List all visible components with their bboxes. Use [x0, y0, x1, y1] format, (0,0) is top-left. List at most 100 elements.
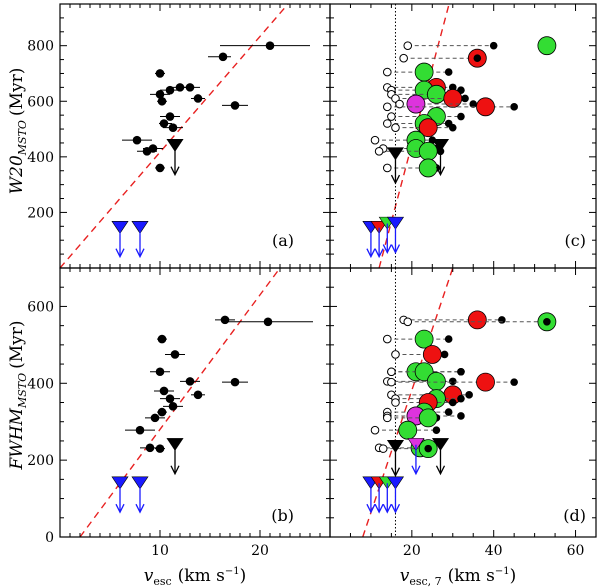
- panel-3-row-3-big-marker: [422, 345, 442, 364]
- panel-1-ytick-label-3: 600: [27, 299, 54, 315]
- panel-0-point-1: [155, 69, 165, 78]
- panel-2-row-0-open-point: [403, 41, 413, 50]
- panel-3-upper-limit-0-arrowhead: [390, 467, 401, 478]
- panel-2-row-15-open-point: [382, 163, 392, 173]
- panel-3-row-6-filled-point: [448, 377, 457, 386]
- y-label-bottom-unit: (Myr): [7, 320, 27, 368]
- y-label-bottom-main: FWHM: [7, 407, 27, 470]
- panel-label-b: (b): [271, 506, 294, 525]
- panel-3-upper-limit-1-arrowhead: [411, 465, 421, 476]
- panel-1-point-12: [150, 413, 160, 423]
- panel-3-row-5-filled-point: [457, 367, 465, 376]
- panel-0-reference-line: [60, 4, 289, 268]
- panel-3-row-1-filled-point-top: [543, 318, 551, 326]
- panel-3-row-1-open-point: [403, 317, 413, 327]
- panel-2-upper-limit-3-triangle: [370, 221, 388, 234]
- panel-3-row-7-open-point: [387, 377, 396, 387]
- panel-0-point-16: [155, 163, 165, 173]
- panel-2-row-7-big-marker: [406, 94, 426, 114]
- x-label-right-main: v: [400, 566, 410, 586]
- y-label-top-main: W20: [7, 155, 27, 194]
- panel-3-upper-limit-0-triangle: [386, 439, 405, 453]
- panel-2-row-7-filled-point: [469, 100, 478, 108]
- panel-2-row-1-filled-point-top: [473, 54, 482, 62]
- panel-2-row-1-open-point: [399, 53, 408, 63]
- panel-1-point-5: [185, 377, 195, 386]
- panel-2-row-15-big-marker: [418, 158, 438, 178]
- panel-3-row-11-filled-point: [444, 408, 453, 416]
- panel-2: [329, 3, 597, 269]
- panel-0-point-0: [265, 41, 275, 50]
- panel-1-ytick-label-1: 200: [27, 453, 54, 469]
- panel-3-upper-limit-5-arrowhead: [382, 503, 392, 514]
- panel-2-upper-limit-0-triangle: [386, 147, 405, 161]
- panel-2-row-8-big-marker: [476, 97, 495, 117]
- panel-2-upper-limit-5-triangle: [386, 216, 405, 230]
- panel-1-upper-limit-1-triangle: [111, 476, 129, 490]
- panel-3-row-9-filled-point: [457, 394, 465, 403]
- panel-0-upper-limit-1-triangle: [111, 221, 129, 234]
- panel-1-point-10: [168, 402, 178, 411]
- panel-0-point-8: [157, 96, 167, 106]
- panel-2-row-2-open-point: [382, 67, 392, 77]
- x-axis-label-right: vesc, 7 (km s−1): [400, 566, 517, 588]
- x-label-right-sub: esc, 7: [409, 575, 441, 588]
- panel-3-row-3-open-point: [391, 350, 400, 359]
- panel-0-point-9: [230, 101, 240, 110]
- panel-0-point-3: [218, 52, 228, 62]
- y-label-top-sub: MSTO: [16, 120, 29, 156]
- panel-3-row-0-big-marker: [467, 310, 487, 330]
- panel-3-row-14-open-point: [370, 425, 380, 435]
- panel-0-point-5: [185, 83, 195, 92]
- x-axis-label-left: vesc (km s−1): [144, 566, 247, 588]
- panel-1: 0 200 400 600 10 20: [27, 267, 331, 559]
- panel-3-row-10-filled-point: [448, 398, 457, 407]
- panel-1-upper-limit-0-arrowhead: [170, 465, 180, 476]
- panel-3-upper-limit-4-arrowhead: [374, 503, 384, 514]
- panel-0-plot-area: [60, 4, 310, 268]
- panel-3-row-5-open-point: [387, 367, 396, 377]
- x-label-right-exp: −1: [495, 566, 510, 577]
- panel-1-upper-limit-2-triangle: [131, 476, 149, 490]
- panel-2-row-9-open-point: [387, 112, 396, 121]
- panel-1-ytick-label-2: 400: [27, 376, 54, 392]
- panel-2-row-11-filled-point: [448, 123, 457, 132]
- panel-3-upper-limit-6-arrowhead: [390, 503, 401, 514]
- x-label-left-main: v: [144, 566, 154, 586]
- panel-2-row-14-open-point: [374, 146, 384, 156]
- panel-2-row-7-open-point: [395, 99, 404, 109]
- panel-1-xtick-label-1: 20: [251, 543, 269, 559]
- panel-2-row-11-open-point: [391, 123, 400, 132]
- panel-1-upper-limit-0-triangle: [166, 438, 184, 451]
- panel-2-upper-limit-3-arrowhead: [374, 248, 384, 259]
- panel-0-upper-limit-0-triangle: [166, 139, 184, 152]
- panel-0-point-6: [165, 85, 175, 95]
- panel-2-plot-area: [362, 4, 557, 268]
- panel-1-point-0: [220, 315, 230, 325]
- panel-2-upper-limit-5-arrowhead: [390, 244, 401, 254]
- panel-0-upper-limit-2-triangle: [131, 221, 149, 234]
- x-label-left-sub: esc: [153, 575, 171, 588]
- panel-2-row-8-open-point: [382, 102, 392, 112]
- panel-0-ytick-label-2: 600: [27, 94, 54, 110]
- panel-1-point-6: [230, 377, 240, 387]
- panel-3-row-16-filled-point-top: [424, 444, 433, 453]
- panel-1-point-2: [157, 334, 167, 344]
- panel-3: 20 40 60: [329, 267, 597, 559]
- panel-2-upper-limit-0-arrowhead: [390, 174, 401, 185]
- panel-0-point-13: [132, 135, 142, 145]
- panel-1-ytick-label-0: 0: [45, 530, 54, 546]
- panel-2-row-14-big-marker: [418, 141, 438, 161]
- panel-3-row-3-filled-point: [440, 350, 449, 359]
- panel-0: 200 400 600 800: [27, 3, 331, 269]
- panel-3-row-13-big-marker: [418, 408, 438, 428]
- panel-2-upper-limit-1-arrowhead: [435, 166, 446, 177]
- panel-label-a: (a): [272, 231, 294, 250]
- panel-2-upper-limit-1-triangle: [431, 139, 450, 152]
- panel-2-row-6-filled-point: [461, 94, 469, 103]
- panel-3-row-14-filled-point: [432, 426, 441, 434]
- panel-0-ytick-label-3: 800: [27, 39, 54, 55]
- panel-2-row-11-big-marker: [418, 118, 438, 138]
